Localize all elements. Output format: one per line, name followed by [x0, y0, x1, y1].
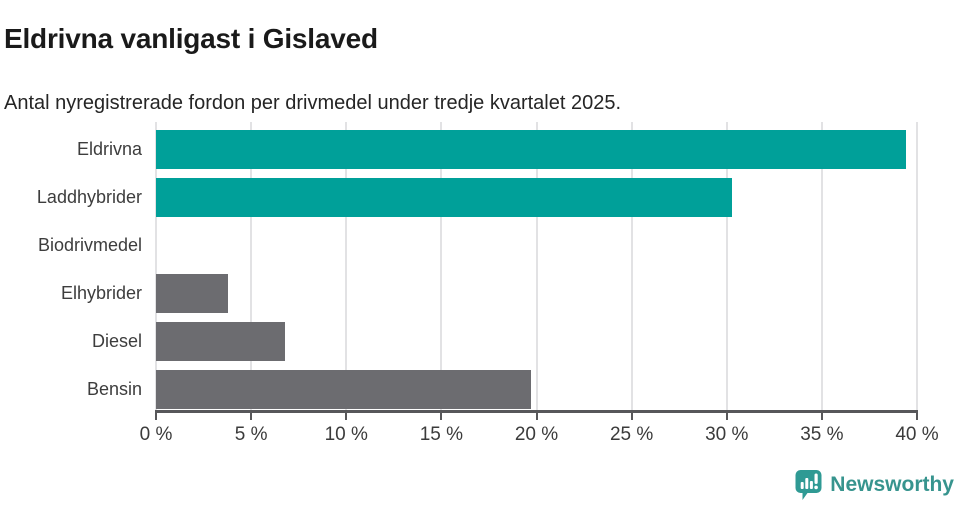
bar-eldrivna: [156, 130, 906, 169]
category-label-bensin: Bensin: [86, 379, 142, 399]
page-title: Eldrivna vanligast i Gislaved: [4, 22, 378, 54]
bar-bensin: [156, 370, 531, 409]
x-axis-line: [155, 410, 918, 413]
category-label-biodrivmedel: Biodrivmedel: [37, 235, 142, 255]
gridline: [916, 122, 918, 410]
axis-tick-label: 10 %: [324, 424, 368, 445]
axis-tick: [725, 413, 728, 420]
axis-tick-label: 30 %: [705, 424, 749, 445]
axis-tick: [345, 413, 348, 420]
axis-tick-label: 40 %: [895, 424, 939, 445]
axis-tick: [250, 413, 253, 420]
gridline: [630, 122, 633, 410]
axis-tick: [155, 413, 157, 420]
gridline: [820, 122, 823, 410]
bar-diesel: [156, 322, 286, 361]
newsworthy-logo-text: Newsworthy: [830, 473, 954, 496]
bar-chart: Eldrivna Laddhybrider Biodrivmedel Elhybrid…: [0, 122, 960, 452]
axis-tick-label: 20 %: [514, 424, 559, 445]
gridline: [535, 122, 538, 410]
newsworthy-logo[interactable]: Newsworthy: [794, 469, 954, 501]
category-label-diesel: Diesel: [91, 331, 142, 351]
page-subtitle: Antal nyregistrerade fordon per drivmede…: [4, 92, 622, 114]
category-label-elhybrider: Elhybrider: [60, 283, 142, 303]
axis-tick-label: 15 %: [419, 424, 464, 445]
axis-tick: [916, 413, 918, 420]
axis-tick: [630, 413, 633, 420]
gridline: [250, 122, 253, 410]
axis-tick-label: 0 %: [139, 424, 173, 445]
gridline: [155, 122, 157, 410]
category-label-laddhybrider: Laddhybrider: [36, 187, 142, 207]
axis-tick-label: 25 %: [609, 424, 654, 445]
axis-tick: [440, 413, 443, 420]
axis-tick: [820, 413, 823, 420]
category-label-eldrivna: Eldrivna: [76, 139, 142, 159]
axis-tick-label: 35 %: [800, 424, 844, 445]
bar-elhybrider: [156, 274, 229, 313]
gridline: [440, 122, 443, 410]
gridline: [725, 122, 728, 410]
axis-tick-label: 5 %: [234, 424, 268, 445]
bar-laddhybrider: [156, 178, 733, 217]
gridline: [345, 122, 348, 410]
axis-tick: [535, 413, 538, 420]
newsworthy-chart-speech-bubble-icon: [795, 470, 822, 500]
